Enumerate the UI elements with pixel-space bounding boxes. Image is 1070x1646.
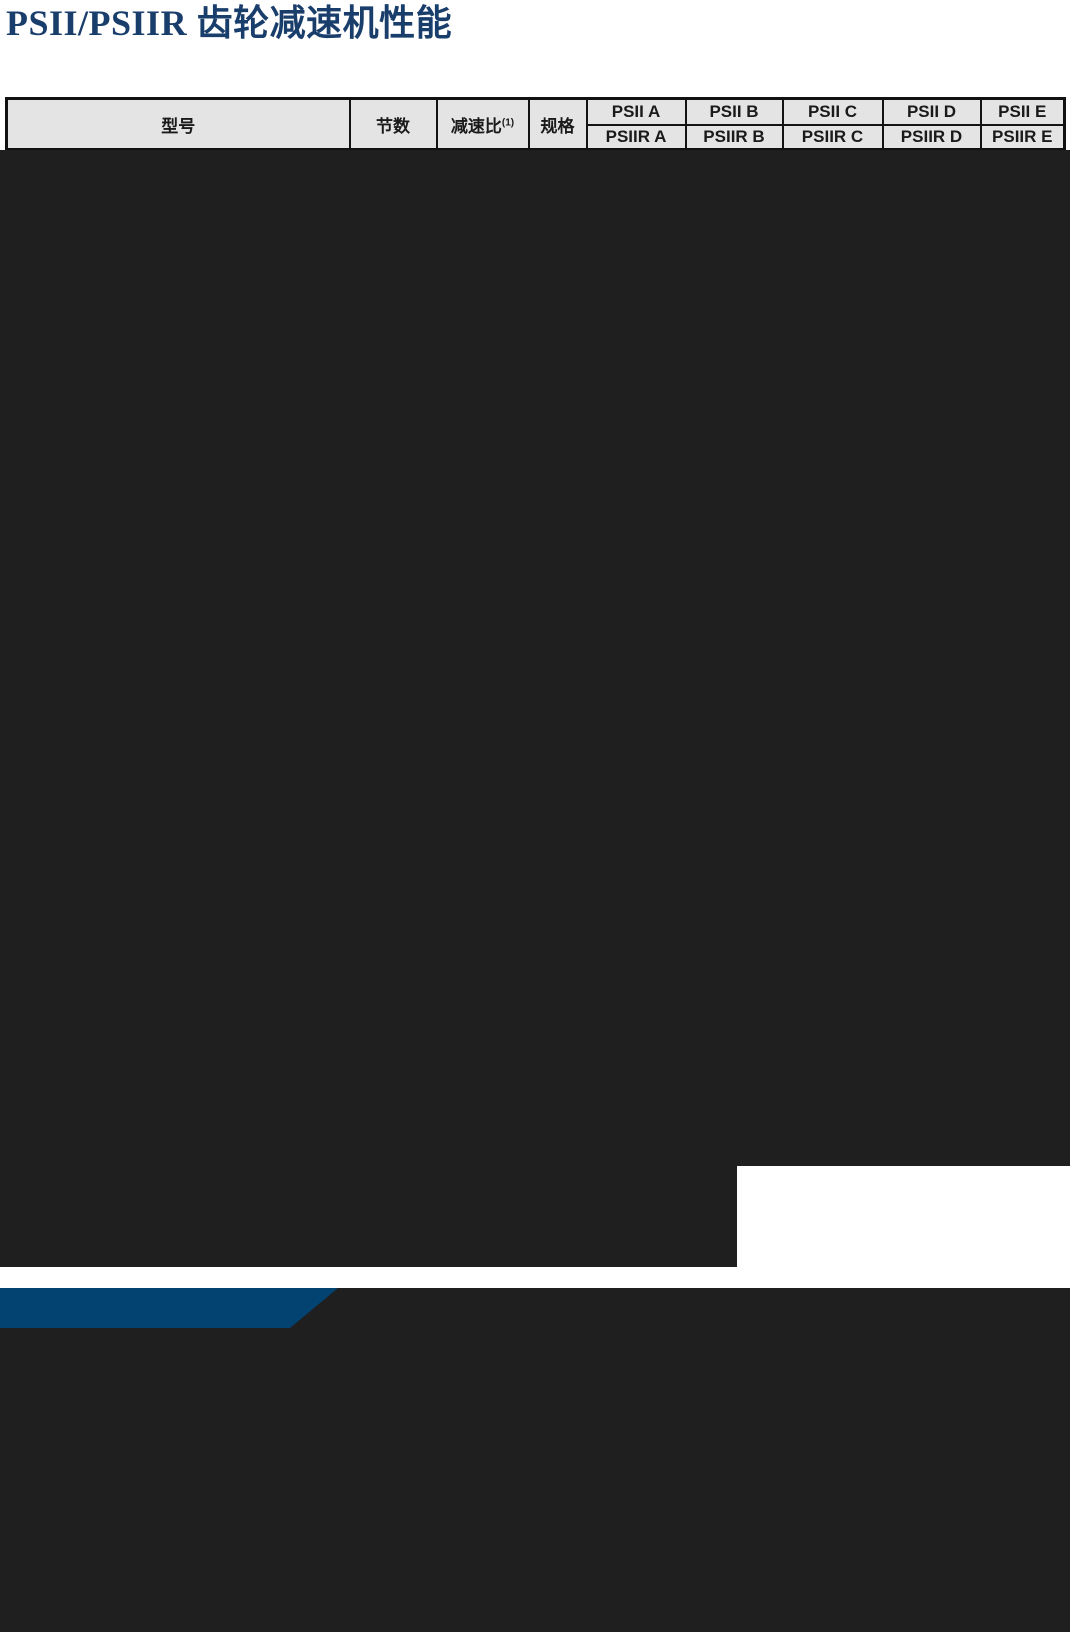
col-header-stages: 节数	[348, 97, 438, 151]
col-header-psiir-c: PSIIR C	[781, 124, 884, 151]
col-header-psiir-b: PSIIR B	[684, 124, 784, 151]
ratio-label: 减速比	[450, 116, 502, 136]
redacted-lower-section	[0, 1288, 1070, 1632]
col-header-model: 型号	[5, 97, 351, 151]
redacted-table-body-lower-left	[0, 1166, 737, 1267]
col-header-psiir-d: PSIIR D	[881, 124, 982, 151]
col-header-psii-e: PSII E	[979, 97, 1066, 126]
col-header-psiir-a: PSIIR A	[585, 124, 687, 151]
col-header-psii-b: PSII B	[684, 97, 784, 126]
ratio-footnote-marker: (1)	[501, 116, 515, 128]
col-header-psii-a: PSII A	[585, 97, 687, 126]
col-header-psii-c: PSII C	[781, 97, 884, 126]
redacted-table-body	[0, 150, 1070, 1166]
performance-table: 型号 节数 减速比(1) 规格 PSII A PSII B PSII C PSI…	[5, 97, 1066, 151]
col-header-psiir-e: PSIIR E	[979, 124, 1066, 151]
col-header-spec: 规格	[527, 97, 588, 151]
col-header-psii-d: PSII D	[881, 97, 982, 126]
section-heading-banner	[0, 1288, 338, 1328]
col-header-ratio: 减速比(1)	[435, 97, 530, 151]
page-title: PSII/PSIIR 齿轮减速机性能	[6, 3, 453, 43]
